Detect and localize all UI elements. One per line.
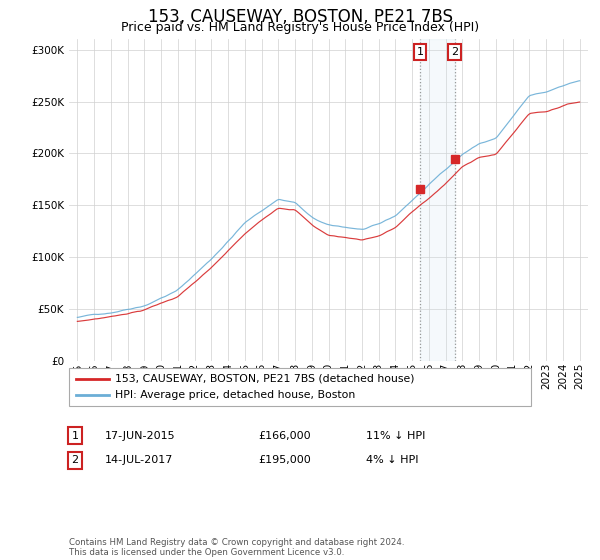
Text: 2: 2	[71, 455, 79, 465]
Text: 14-JUL-2017: 14-JUL-2017	[105, 455, 173, 465]
Bar	[420, 39, 455, 361]
Text: 153, CAUSEWAY, BOSTON, PE21 7BS (detached house): 153, CAUSEWAY, BOSTON, PE21 7BS (detache…	[115, 374, 415, 384]
Text: HPI: Average price, detached house, Boston: HPI: Average price, detached house, Bost…	[115, 390, 355, 400]
Text: 17-JUN-2015: 17-JUN-2015	[105, 431, 176, 441]
Text: 1: 1	[416, 47, 424, 57]
Text: Price paid vs. HM Land Registry's House Price Index (HPI): Price paid vs. HM Land Registry's House …	[121, 21, 479, 34]
Text: 2: 2	[451, 47, 458, 57]
Text: 1: 1	[71, 431, 79, 441]
Text: 4% ↓ HPI: 4% ↓ HPI	[366, 455, 419, 465]
Text: 11% ↓ HPI: 11% ↓ HPI	[366, 431, 425, 441]
Text: £166,000: £166,000	[258, 431, 311, 441]
Text: £195,000: £195,000	[258, 455, 311, 465]
Text: 153, CAUSEWAY, BOSTON, PE21 7BS: 153, CAUSEWAY, BOSTON, PE21 7BS	[148, 8, 452, 26]
Text: Contains HM Land Registry data © Crown copyright and database right 2024.
This d: Contains HM Land Registry data © Crown c…	[69, 538, 404, 557]
